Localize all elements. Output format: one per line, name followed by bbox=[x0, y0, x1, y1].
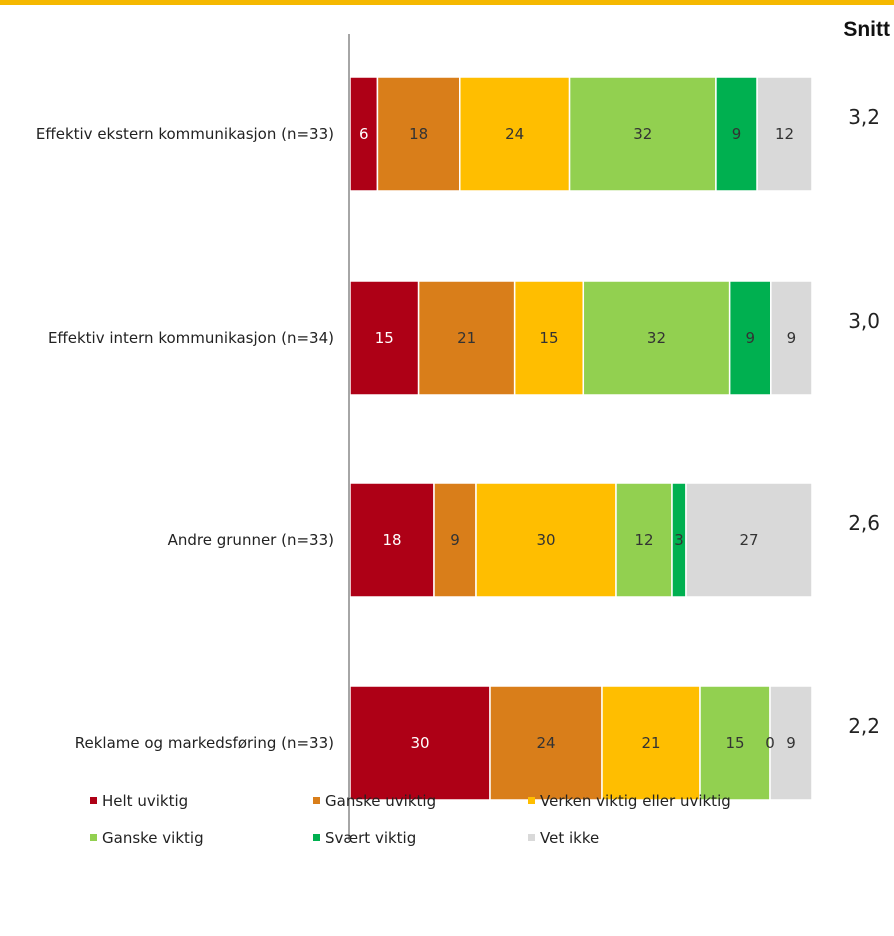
bar-segment bbox=[728, 280, 772, 396]
bar-segment bbox=[582, 280, 731, 396]
bar-segment bbox=[475, 482, 617, 598]
average-value: 2,2 bbox=[848, 714, 880, 738]
legend-swatch bbox=[528, 834, 535, 841]
data-label: 24 bbox=[505, 125, 524, 143]
data-label: 32 bbox=[633, 125, 652, 143]
legend-label: Vet ikke bbox=[540, 829, 599, 847]
data-label: 18 bbox=[382, 531, 401, 549]
legend-label: Ganske viktig bbox=[102, 829, 204, 847]
bar-segment bbox=[756, 76, 813, 192]
legend-label: Svært viktig bbox=[325, 829, 416, 847]
category-label: Reklame og markedsføring (n=33) bbox=[75, 734, 334, 752]
category-label: Effektiv ekstern kommunikasjon (n=33) bbox=[36, 125, 334, 143]
average-value: 3,2 bbox=[848, 105, 880, 129]
bar-segment bbox=[769, 685, 813, 801]
bar-segment bbox=[349, 76, 379, 192]
bar-segment bbox=[417, 280, 516, 396]
data-label: 32 bbox=[647, 329, 666, 347]
legend-swatch bbox=[90, 834, 97, 841]
legend-swatch bbox=[528, 797, 535, 804]
data-label: 9 bbox=[745, 329, 755, 347]
data-label: 9 bbox=[787, 329, 797, 347]
data-label: 0 bbox=[765, 734, 775, 752]
top-accent-rule bbox=[0, 0, 894, 5]
data-label: 18 bbox=[409, 125, 428, 143]
bar-segment bbox=[349, 685, 491, 801]
legend-swatch bbox=[90, 797, 97, 804]
legend-swatch bbox=[313, 797, 320, 804]
bar-segment bbox=[349, 280, 420, 396]
bar-segment bbox=[349, 482, 435, 598]
legend-swatch bbox=[313, 834, 320, 841]
bar-segment bbox=[489, 685, 603, 801]
bar-segment bbox=[601, 685, 701, 801]
data-label: 3 bbox=[674, 531, 684, 549]
data-label: 27 bbox=[739, 531, 758, 549]
legend-label: Verken viktig eller uviktig bbox=[540, 792, 731, 810]
data-label: 9 bbox=[786, 734, 796, 752]
data-label: 12 bbox=[775, 125, 794, 143]
bar-segment bbox=[568, 76, 717, 192]
average-value: 3,0 bbox=[848, 309, 880, 333]
data-label: 21 bbox=[457, 329, 476, 347]
legend: Helt uviktig Ganske uviktig Verken viktig … bbox=[90, 792, 731, 847]
data-label: 9 bbox=[732, 125, 742, 143]
bar-segment bbox=[715, 76, 758, 192]
data-label: 15 bbox=[375, 329, 394, 347]
data-label: 24 bbox=[536, 734, 555, 752]
bars-layer bbox=[349, 76, 813, 801]
data-label: 21 bbox=[641, 734, 660, 752]
bar-segment bbox=[376, 76, 461, 192]
category-label: Effektiv intern kommunikasjon (n=34) bbox=[48, 329, 334, 347]
legend-label: Ganske uviktig bbox=[325, 792, 436, 810]
data-label: 30 bbox=[536, 531, 555, 549]
bar-segment bbox=[685, 482, 813, 598]
data-label: 15 bbox=[539, 329, 558, 347]
data-label: 6 bbox=[359, 125, 369, 143]
bar-segment bbox=[770, 280, 813, 396]
legend-label: Helt uviktig bbox=[102, 792, 188, 810]
average-column-title: Snitt bbox=[843, 18, 890, 41]
data-label: 30 bbox=[410, 734, 429, 752]
data-label: 15 bbox=[725, 734, 744, 752]
data-label: 9 bbox=[450, 531, 460, 549]
labels-layer: Effektiv ekstern kommunikasjon (n=33) 6 18… bbox=[36, 105, 880, 752]
average-value: 2,6 bbox=[848, 511, 880, 535]
bar-segment bbox=[513, 280, 585, 396]
category-label: Andre grunner (n=33) bbox=[168, 531, 334, 549]
data-label: 12 bbox=[634, 531, 653, 549]
